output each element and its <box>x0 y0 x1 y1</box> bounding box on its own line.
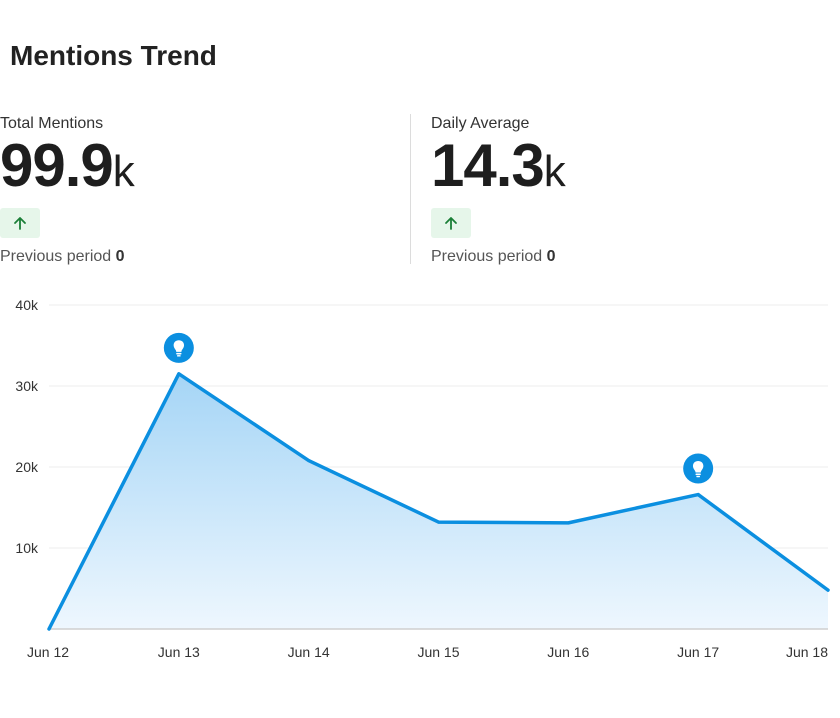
previous-period-label: Previous period <box>431 248 543 265</box>
data-point[interactable] <box>826 588 830 592</box>
x-tick-label: Jun 16 <box>547 644 589 660</box>
total-mentions-number: 99.9 <box>0 132 114 199</box>
previous-period-value: 0 <box>546 248 556 265</box>
total-mentions-stat: Total Mentions 99.9k Previous period 0 <box>0 114 380 267</box>
total-mentions-value: 99.9k <box>0 136 380 197</box>
data-point[interactable] <box>566 521 570 525</box>
total-mentions-label: Total Mentions <box>0 115 104 132</box>
x-tick-label: Jun 15 <box>417 644 459 660</box>
x-tick-label: Jun 12 <box>27 644 69 660</box>
arrow-up-icon <box>445 217 457 230</box>
data-point[interactable] <box>696 493 700 497</box>
previous-period-value: 0 <box>115 248 125 265</box>
y-tick-label: 40k <box>15 297 39 313</box>
lightbulb-icon[interactable] <box>163 332 194 363</box>
annotations <box>163 332 714 484</box>
x-tick-label: Jun 14 <box>288 644 330 660</box>
x-axis-labels: Jun 12 Jun 13 Jun 14 Jun 15 Jun 16 Jun 17 Jun … <box>27 644 828 660</box>
y-axis-labels: 10k 20k 30k 40k <box>15 297 39 556</box>
x-tick-label: Jun 18 <box>786 644 828 660</box>
data-points <box>47 372 830 631</box>
daily-average-stat: Daily Average 14.3k Previous period 0 <box>431 114 811 267</box>
daily-average-value: 14.3k <box>431 136 811 197</box>
data-point[interactable] <box>47 627 51 631</box>
daily-average-number: 14.3 <box>431 132 545 199</box>
total-mentions-unit: k <box>112 147 135 196</box>
stats-divider <box>410 114 411 264</box>
arrow-up-icon <box>14 217 26 230</box>
series-area <box>49 373 828 629</box>
trend-up-badge <box>0 208 40 238</box>
x-tick-label: Jun 17 <box>677 644 719 660</box>
data-point[interactable] <box>307 459 311 463</box>
y-tick-label: 10k <box>15 540 39 556</box>
trend-up-badge <box>431 208 471 238</box>
y-tick-label: 30k <box>15 378 39 394</box>
y-tick-label: 20k <box>15 459 39 475</box>
daily-average-unit: k <box>543 147 566 196</box>
data-point[interactable] <box>437 520 440 524</box>
previous-period: Previous period 0 <box>431 247 811 267</box>
data-point[interactable] <box>177 372 181 376</box>
previous-period: Previous period 0 <box>0 247 380 267</box>
page-title: Mentions Trend <box>10 40 217 71</box>
previous-period-label: Previous period <box>0 248 112 265</box>
daily-average-label: Daily Average <box>431 115 530 132</box>
lightbulb-icon[interactable] <box>683 453 714 484</box>
x-tick-label: Jun 13 <box>158 644 200 660</box>
